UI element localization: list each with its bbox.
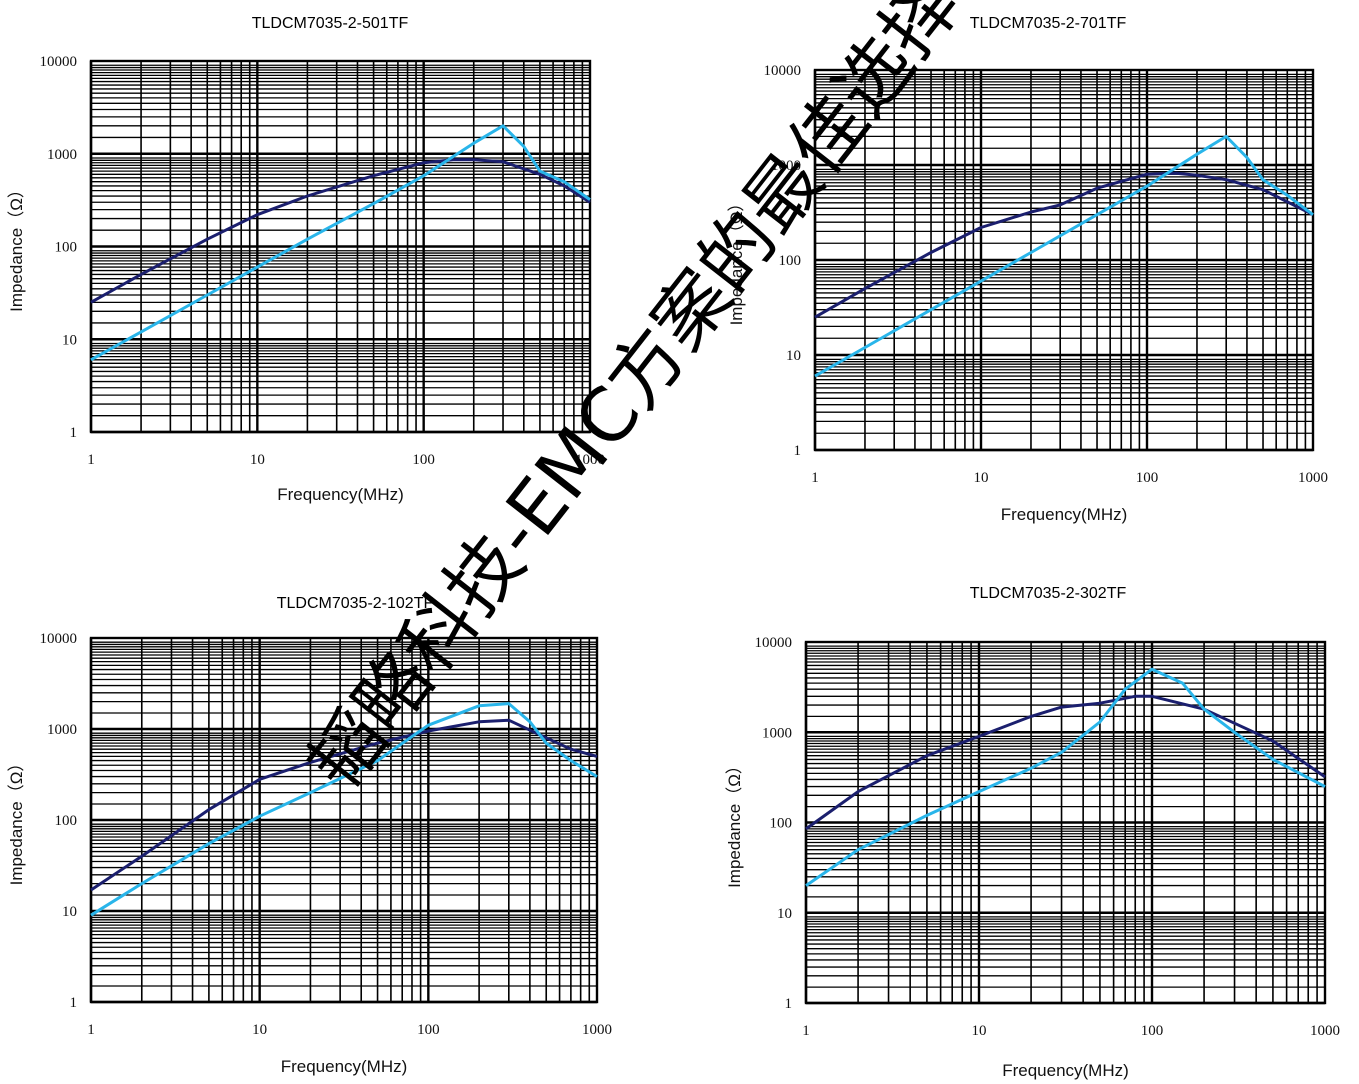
y-tick-label: 100 [770,816,793,832]
x-tick-label: 1 [87,1022,95,1038]
y-tick-label: 1 [785,996,793,1012]
y-tick-label: 10 [777,906,792,922]
series-line-dark [814,171,1314,319]
x-tick-label: 100 [1136,470,1159,486]
y-tick-label: 10000 [764,63,802,79]
y-axis-label: Impedance（Ω） [7,181,26,312]
series-line-dark [90,718,598,892]
chart-4: TLDCM7035-2-302TF 1 10 100 1000 10000 1 10 100 10… [725,585,1340,1080]
y-tick-label: 10 [786,348,801,364]
plot-frame [804,640,1327,1005]
chart-title: TLDCM7035-2-302TF [970,585,1127,602]
x-tick-label: 1000 [582,1022,612,1038]
x-axis-label: Frequency(MHz) [1001,505,1128,524]
grid [813,70,1313,452]
x-tick-label: 1 [811,470,819,486]
plot-frame [89,636,599,1004]
y-tick-label: 10000 [40,54,78,70]
y-tick-label: 1000 [47,722,77,738]
y-axis-label: Impedance（Ω） [725,757,744,888]
x-tick-label: 10 [972,1023,987,1039]
y-tick-label: 100 [779,253,802,269]
x-tick-label: 100 [412,452,435,468]
chart-title: TLDCM7035-2-102TF [277,595,434,612]
x-tick-label: 10 [250,452,265,468]
y-tick-label: 10 [62,332,77,348]
chart-1: TLDCM7035-2-501TF 1 10 100 1000 10000 1 10 100 10… [7,15,605,504]
plot-frame [89,59,592,434]
x-tick-label: 1000 [1310,1023,1340,1039]
grid [89,638,597,1004]
series-line-light [805,667,1326,887]
y-tick-label: 1 [794,443,802,459]
series-line-dark [805,694,1326,831]
chart-title: TLDCM7035-2-701TF [970,15,1127,32]
plot-frame [813,68,1315,452]
chart-2: TLDCM7035-2-701TF 1 10 100 1000 10000 1 10 100 10… [727,15,1328,524]
y-tick-label: 100 [55,813,78,829]
y-tick-label: 1000 [762,725,792,741]
y-axis-label: Impedance（Ω） [727,195,746,326]
series-line-light [90,124,591,362]
grid [804,642,1325,1005]
x-axis-label: Frequency(MHz) [281,1057,408,1076]
y-tick-label: 10000 [755,635,793,651]
x-tick-label: 1000 [1298,470,1328,486]
series-line-light [814,134,1314,378]
x-tick-label: 100 [417,1022,440,1038]
y-tick-label: 100 [55,240,78,256]
chart-title: TLDCM7035-2-501TF [252,15,409,32]
grid [89,61,590,434]
y-tick-label: 1000 [47,147,77,163]
x-tick-label: 10 [252,1022,267,1038]
y-axis-label: Impedance（Ω） [7,755,26,886]
x-axis-label: Frequency(MHz) [1002,1061,1129,1080]
x-tick-label: 1 [87,452,95,468]
y-tick-label: 1 [70,995,78,1011]
series-line-dark [90,158,591,304]
y-tick-label: 10 [62,904,77,920]
y-tick-label: 1000 [771,158,801,174]
x-axis-label: Frequency(MHz) [277,485,404,504]
x-tick-label: 100 [1141,1023,1164,1039]
x-tick-label: 10 [974,470,989,486]
y-tick-label: 10000 [40,631,78,647]
x-tick-label: 1 [802,1023,810,1039]
series-line-light [90,702,598,917]
x-tick-label: 1000 [575,452,605,468]
chart-3: TLDCM7035-2-102TF 1 10 100 1000 10000 1 10 100 10… [7,595,612,1076]
y-tick-label: 1 [70,425,78,441]
